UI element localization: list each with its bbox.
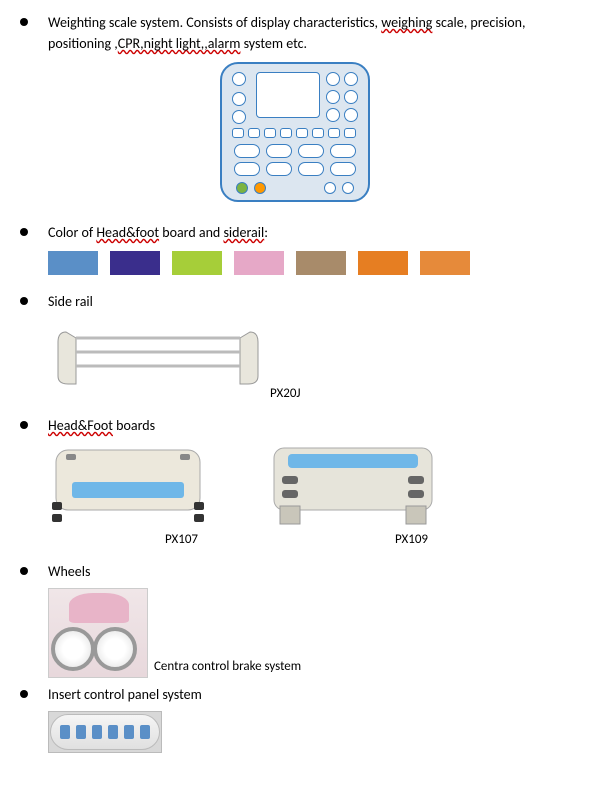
section2-text: Color of Head&foot board and siderail: bbox=[48, 222, 570, 243]
section-boards: Head&Foot boards bbox=[20, 415, 570, 436]
siderail-image bbox=[48, 320, 570, 394]
bullet-icon bbox=[20, 297, 28, 305]
color-swatches bbox=[48, 251, 570, 275]
section1-text: Weighting scale system. Consists of disp… bbox=[48, 12, 570, 54]
section-wheels: Wheels bbox=[20, 561, 570, 582]
section4-text: Head&Foot boards bbox=[48, 415, 570, 436]
bullet-icon bbox=[20, 690, 28, 698]
section5-label: Wheels bbox=[48, 561, 570, 582]
section3-label: Side rail bbox=[48, 291, 570, 312]
section-colors: Color of Head&foot board and siderail: bbox=[20, 222, 570, 243]
color-swatch bbox=[234, 251, 284, 275]
board2-model: PX109 bbox=[268, 532, 438, 547]
color-swatch bbox=[358, 251, 408, 275]
boards-images: PX107 PX109 bbox=[48, 444, 570, 547]
section-siderail: Side rail bbox=[20, 291, 570, 312]
section-insert-panel: Insert control panel system bbox=[20, 684, 570, 705]
bullet-icon bbox=[20, 421, 28, 429]
bullet-icon bbox=[20, 18, 28, 26]
wheels-caption: Centra control brake system bbox=[154, 659, 301, 674]
siderail-model: PX20J bbox=[270, 386, 570, 401]
section-weighting: Weighting scale system. Consists of disp… bbox=[20, 12, 570, 54]
board1-model: PX107 bbox=[48, 532, 208, 547]
wheels-image bbox=[48, 588, 148, 678]
color-swatch bbox=[172, 251, 222, 275]
color-swatch bbox=[110, 251, 160, 275]
color-swatch bbox=[296, 251, 346, 275]
color-swatch bbox=[48, 251, 98, 275]
control-panel-image bbox=[20, 62, 570, 206]
bullet-icon bbox=[20, 567, 28, 575]
color-swatch bbox=[420, 251, 470, 275]
bullet-icon bbox=[20, 228, 28, 236]
section6-label: Insert control panel system bbox=[48, 684, 570, 705]
remote-image bbox=[48, 711, 570, 753]
